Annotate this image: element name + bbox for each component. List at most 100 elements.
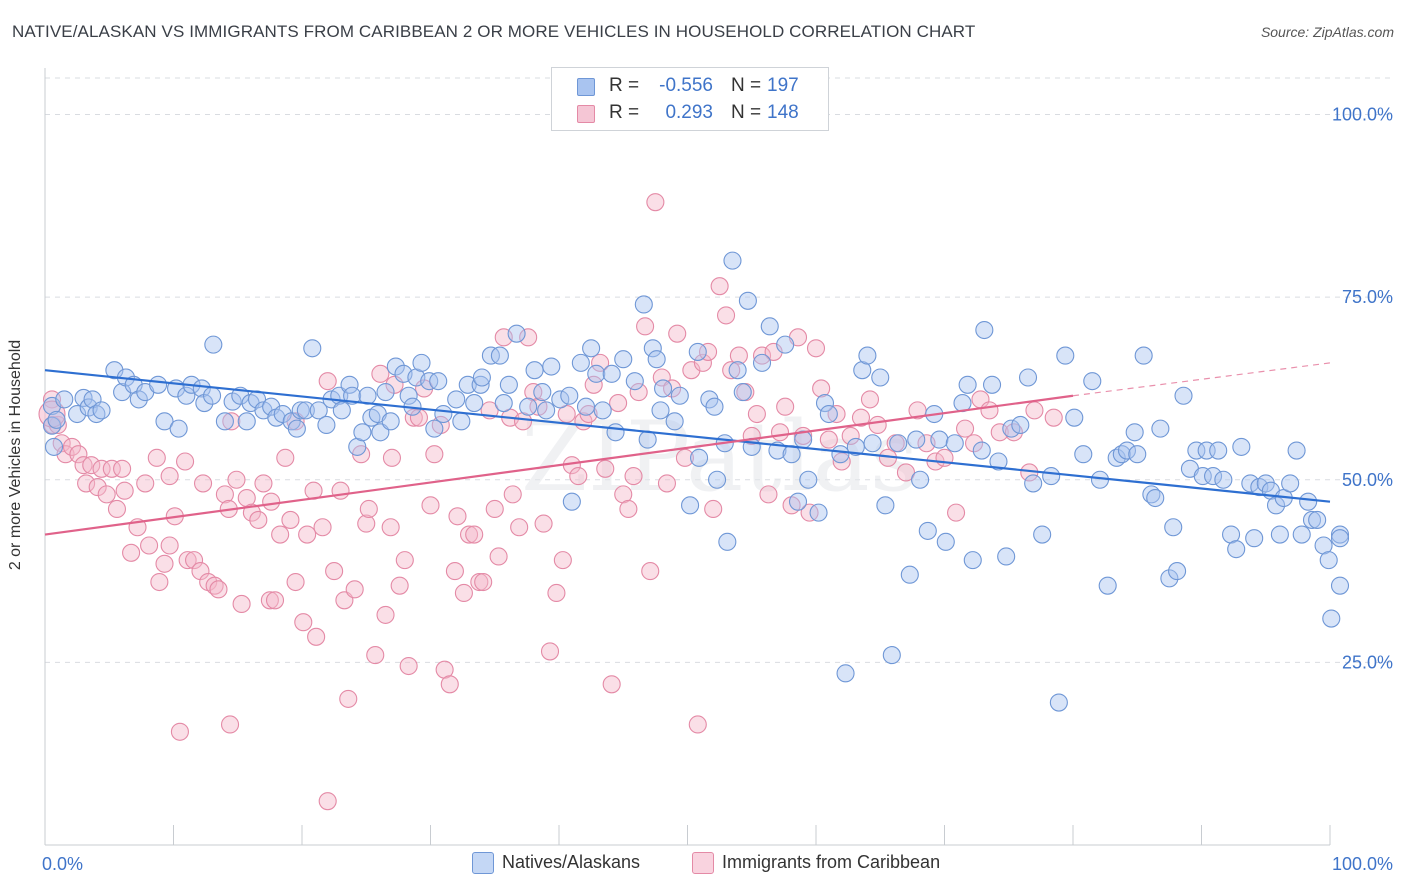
caribbean-point [97, 485, 116, 504]
natives-point [1299, 492, 1318, 511]
natives-point [654, 379, 673, 398]
natives-point [1056, 346, 1075, 365]
natives-point [429, 372, 448, 391]
caribbean-point [812, 379, 831, 398]
natives-point [1134, 346, 1153, 365]
caribbean-point [806, 339, 826, 358]
caribbean-point [281, 510, 300, 529]
natives-point [1024, 474, 1043, 493]
natives-point [1214, 470, 1233, 489]
caribbean-point [682, 361, 701, 380]
natives-point [728, 361, 747, 380]
caribbean-point [540, 642, 560, 661]
caribbean-point [947, 503, 966, 522]
natives-point [1330, 529, 1350, 548]
caribbean-point [382, 448, 402, 467]
caribbean-point [376, 605, 395, 624]
natives-point [192, 379, 211, 398]
caribbean-point [107, 499, 127, 519]
caribbean-point [990, 423, 1009, 442]
caribbean-point [770, 423, 790, 442]
natives-point [606, 423, 625, 442]
natives-point [889, 434, 908, 453]
caribbean-point [260, 591, 279, 610]
caribbean-point [819, 430, 838, 449]
caribbean-point [699, 342, 718, 361]
natives-point [1270, 525, 1289, 544]
natives-point [1018, 368, 1038, 387]
caribbean-point [325, 562, 344, 581]
caribbean-point [454, 583, 473, 603]
caribbean-point [194, 474, 213, 493]
natives-point [1168, 562, 1187, 581]
natives-point [533, 383, 552, 402]
natives-point [688, 342, 707, 361]
caribbean-point [136, 474, 155, 493]
natives-point [930, 430, 949, 449]
natives-point [195, 394, 214, 413]
caribbean-point [170, 722, 189, 741]
natives-point [1112, 445, 1131, 464]
natives-point [1174, 386, 1193, 405]
y-tick-label: 100.0% [1332, 105, 1393, 125]
natives-point [1187, 441, 1206, 460]
natives-point [723, 251, 742, 270]
caribbean-point [716, 306, 736, 325]
natives-point [113, 383, 132, 402]
natives-point [447, 390, 466, 409]
natives-point [1302, 510, 1322, 529]
caribbean-point [519, 328, 538, 347]
caribbean-point [445, 562, 464, 581]
caribbean-point [624, 467, 643, 486]
natives-point [815, 394, 835, 413]
tick-labels: 25.0% 50.0% 75.0% 100.0% 0.0% 100.0% [42, 105, 1393, 874]
caribbean-point [596, 459, 615, 478]
natives-point [92, 401, 111, 420]
caribbean-legend-swatch [692, 852, 714, 874]
caribbean-point [390, 576, 409, 595]
caribbean-point [395, 551, 414, 570]
natives-swatch [577, 78, 595, 96]
caribbean-point [459, 525, 479, 544]
caribbean-point [232, 594, 251, 613]
natives-point [472, 368, 491, 387]
natives-point [1107, 448, 1126, 467]
natives-point [458, 375, 477, 394]
caribbean-point [579, 404, 598, 424]
natives-point [788, 492, 808, 511]
natives-point [412, 353, 431, 372]
natives-point [1245, 529, 1264, 548]
r-label: R = [609, 102, 640, 123]
natives-point [760, 317, 779, 336]
n-label: N = [731, 75, 762, 96]
natives-point [340, 375, 359, 394]
natives-point [537, 401, 556, 420]
natives-point [291, 401, 310, 420]
natives-point [989, 452, 1008, 471]
natives-point [1065, 408, 1084, 427]
caribbean-point [1025, 401, 1044, 420]
caribbean-point [668, 324, 687, 343]
caribbean-point [318, 372, 337, 391]
caribbean-point [569, 467, 588, 486]
caribbean-point [489, 547, 508, 566]
natives-point [425, 419, 444, 438]
n-value: 148 [767, 102, 799, 123]
caribbean-point [619, 499, 638, 519]
natives-point [1193, 467, 1212, 486]
natives-point [1128, 445, 1147, 464]
caribbean-point [56, 445, 75, 464]
natives-point [587, 364, 606, 383]
caribbean-point [147, 448, 166, 467]
caribbean-point [113, 459, 132, 478]
natives-point [1241, 474, 1260, 493]
caribbean-point [747, 404, 766, 424]
natives-point [177, 386, 196, 405]
caribbean-point [185, 551, 204, 570]
natives-point [733, 383, 752, 402]
gridlines [45, 77, 1395, 663]
natives-point [863, 434, 882, 453]
natives-point [997, 547, 1016, 566]
natives-point [149, 375, 168, 394]
caribbean-point [1044, 408, 1063, 427]
